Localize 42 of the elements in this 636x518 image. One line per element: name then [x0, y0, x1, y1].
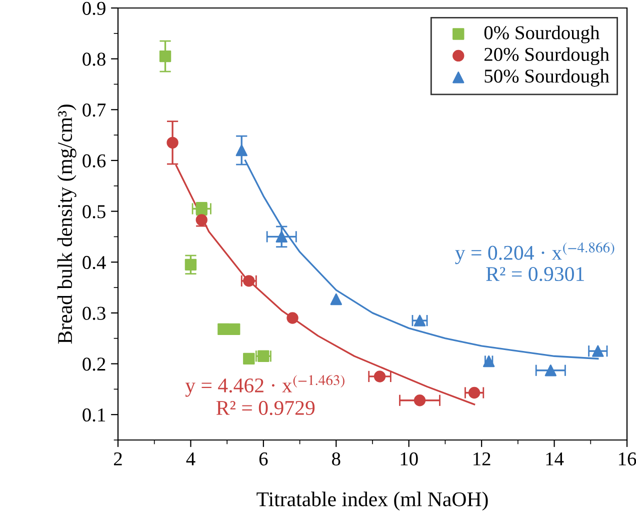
x-tick-label: 10 — [400, 452, 418, 466]
point — [228, 323, 240, 336]
x-tick-label: 6 — [259, 452, 268, 466]
point — [236, 144, 248, 156]
y-tick-label: 0.5 — [82, 205, 106, 218]
point — [159, 50, 172, 62]
point — [258, 350, 270, 362]
y-tick-label: 0.1 — [82, 408, 106, 422]
point — [276, 230, 288, 243]
point — [330, 293, 342, 306]
point — [166, 136, 178, 149]
point — [414, 394, 426, 406]
point — [468, 386, 480, 399]
y-tick-label: 0.6 — [82, 154, 106, 168]
annotation: R² = 0.9301 — [486, 266, 584, 282]
point — [544, 364, 556, 376]
y-tick-label: 0.4 — [82, 256, 106, 270]
point — [184, 258, 197, 271]
point — [243, 352, 255, 365]
point — [286, 312, 298, 324]
point — [374, 370, 386, 382]
annotation: y = 0.204 · x$^{(−4.866)}$ — [455, 242, 614, 264]
x-tick-label: 4 — [186, 452, 196, 466]
x-tick-label: 2 — [114, 452, 122, 466]
x-axis-title: Titratable index (ml NaOH) — [256, 492, 488, 511]
annotation: R² = 0.9729 — [216, 400, 315, 416]
x-tick-label: 8 — [332, 452, 340, 466]
y-axis-title: Bread bulk density (mg/cm³) — [57, 104, 76, 344]
x-tick-label: 16 — [618, 452, 636, 466]
point — [592, 345, 604, 357]
point — [243, 275, 255, 287]
y-tick-label: 0.3 — [82, 306, 106, 320]
annotation: y = 4.462 · x$^{(−1.463)}$ — [185, 374, 344, 397]
y-tick-label: 0.7 — [82, 103, 106, 117]
x-tick-label: 12 — [474, 452, 490, 466]
legend-label: 0% Sourdough — [484, 26, 600, 44]
y-tick-label: 0.2 — [82, 358, 106, 371]
legend-label: 20% Sourdough — [484, 47, 610, 66]
legend-label: 50% Sourdough — [484, 69, 610, 87]
y-tick-label: 0.8 — [82, 52, 106, 66]
y-tick-label: 0.9 — [82, 2, 106, 16]
x-tick-label: 14 — [546, 452, 564, 466]
